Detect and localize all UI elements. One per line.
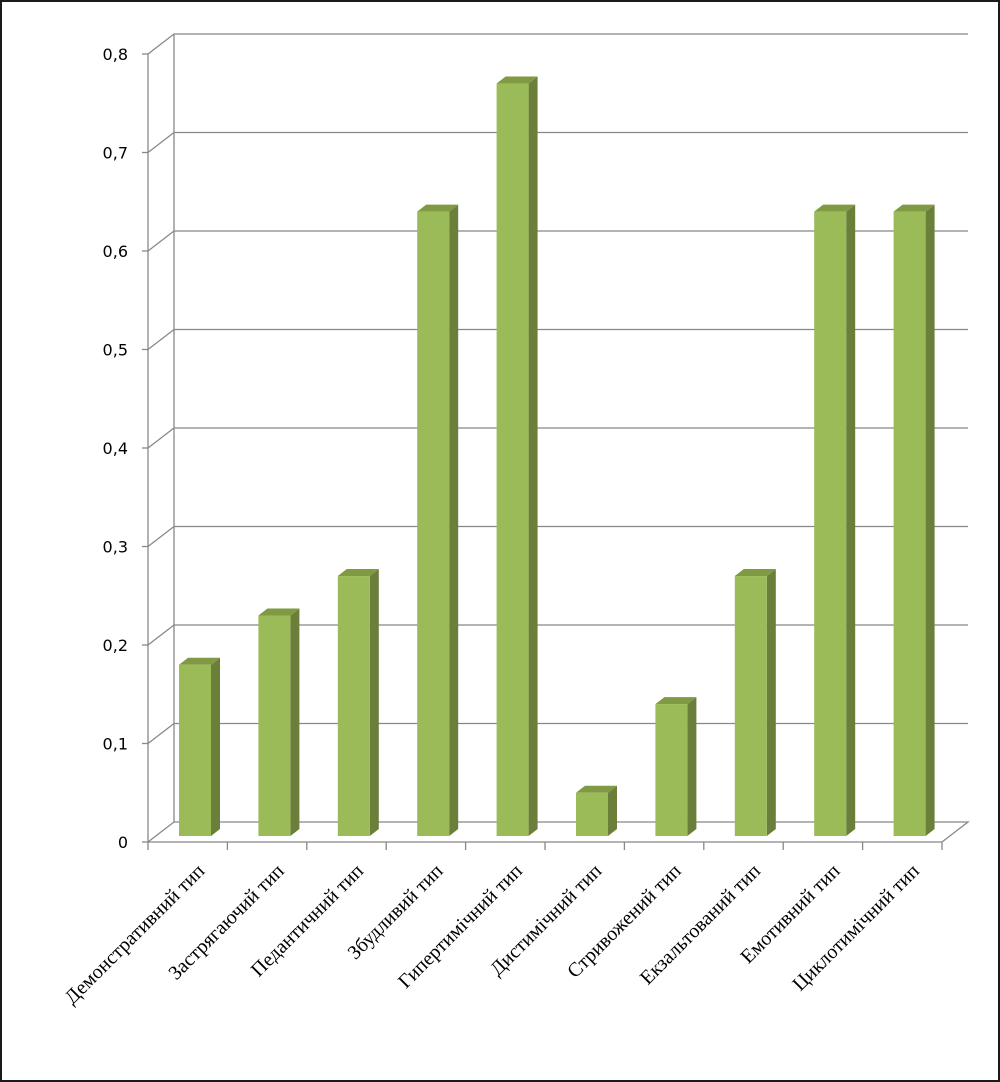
bar-front <box>179 664 211 836</box>
bar-side <box>290 608 300 836</box>
gridline <box>147 821 970 843</box>
y-tick-label: 0,2 <box>103 636 128 655</box>
y-tick-label: 0,3 <box>103 538 128 557</box>
bar-side <box>211 657 220 836</box>
category-label: Демонстративний тип <box>60 860 209 1009</box>
y-tick-label: 0,1 <box>103 735 128 754</box>
bar-top <box>496 76 538 84</box>
bar-side <box>528 76 538 837</box>
axes <box>142 34 943 850</box>
bar <box>814 204 856 837</box>
bar <box>496 76 538 837</box>
bar-top <box>734 569 776 577</box>
bar-top <box>576 785 617 793</box>
bar-top <box>337 569 379 577</box>
y-tick-label: 0,5 <box>103 341 128 360</box>
bar <box>655 697 697 836</box>
bar-front <box>417 211 450 837</box>
bar-side <box>766 569 776 836</box>
gridline <box>147 131 968 154</box>
y-tick-label: 0 <box>118 833 128 852</box>
bar-front <box>496 83 529 837</box>
bar-top <box>258 608 300 616</box>
bar-side <box>846 204 856 837</box>
bar-side <box>608 785 617 836</box>
bars <box>179 76 935 837</box>
y-tick-label: 0,7 <box>103 144 128 163</box>
gridline <box>147 33 968 55</box>
bar-front <box>655 704 688 836</box>
bar-side <box>369 569 379 836</box>
y-tick-label: 0,6 <box>103 242 128 261</box>
y-tick-label: 0,4 <box>103 439 128 458</box>
bar <box>258 608 300 836</box>
bar <box>576 785 617 836</box>
bar <box>893 204 935 837</box>
bar-front <box>734 576 767 836</box>
bar-front <box>814 211 847 837</box>
bar-top <box>655 697 697 705</box>
y-tick-labels: 0 0,1 0,2 0,3 0,4 0,5 0,6 0,7 0,8 <box>103 45 128 852</box>
bar-front <box>258 615 291 836</box>
bar-front <box>337 576 370 836</box>
bar <box>417 204 459 837</box>
bar <box>337 569 379 836</box>
bar <box>734 569 776 836</box>
bar-front <box>893 211 926 837</box>
y-tick-label: 0,8 <box>103 45 128 64</box>
bar-top <box>814 204 856 212</box>
bar-side <box>925 204 935 837</box>
bar-front <box>576 792 608 836</box>
bar-side <box>687 697 697 836</box>
bar-side <box>449 204 459 837</box>
bar-top <box>179 657 220 665</box>
bar <box>179 657 220 836</box>
bar-top <box>417 204 459 212</box>
bar-top <box>893 204 935 212</box>
